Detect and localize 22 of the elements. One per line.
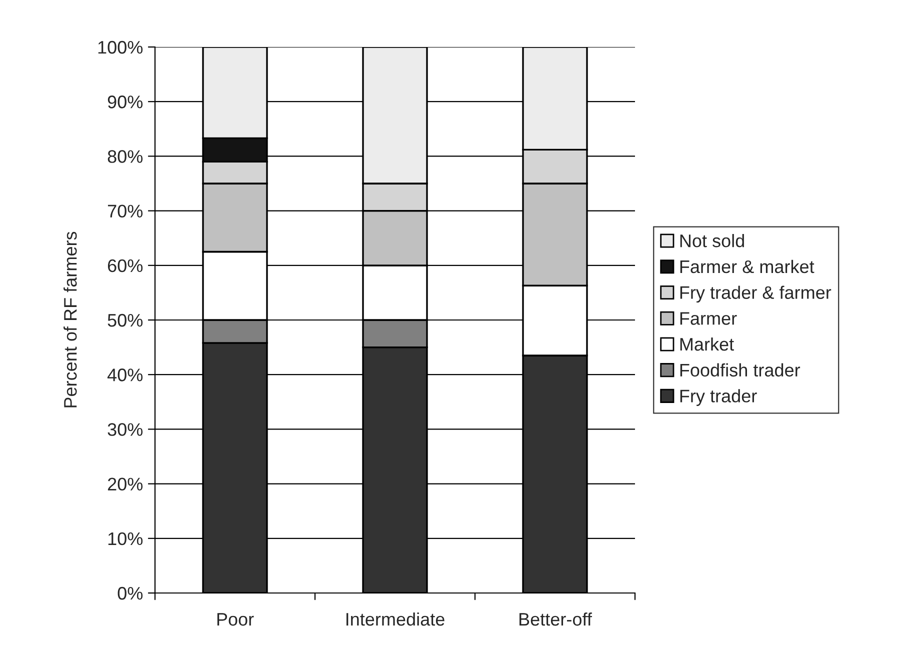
legend-label: Farmer	[680, 312, 737, 325]
legend-label: Fry trader	[680, 389, 757, 406]
legend-label: Not sold	[680, 234, 744, 248]
y-tick-label: 30%	[108, 423, 143, 436]
y-tick-label: 70%	[108, 204, 143, 218]
y-axis-title: Percent of RF farmers	[64, 232, 77, 408]
y-tick-label: 10%	[108, 532, 143, 546]
legend-label: Fry trader & farmer	[680, 286, 832, 303]
y-tick-label: 90%	[108, 96, 143, 108]
y-tick-label: 100%	[98, 40, 143, 54]
legend-label: Foodfish trader	[680, 363, 800, 377]
y-tick-label: 0%	[118, 586, 143, 600]
x-tick-label: Poor	[217, 613, 254, 626]
x-tick-label: Intermediate	[346, 612, 444, 626]
y-tick-label: 50%	[108, 314, 143, 327]
x-tick-label: Better-off	[520, 612, 592, 626]
legend-label: Farmer & market	[680, 260, 814, 274]
y-tick-label: 40%	[107, 368, 143, 382]
y-tick-label: 20%	[108, 478, 143, 491]
y-tick-label: 60%	[108, 259, 143, 272]
y-tick-label: 80%	[108, 150, 143, 163]
legend-label: Market	[680, 337, 734, 351]
